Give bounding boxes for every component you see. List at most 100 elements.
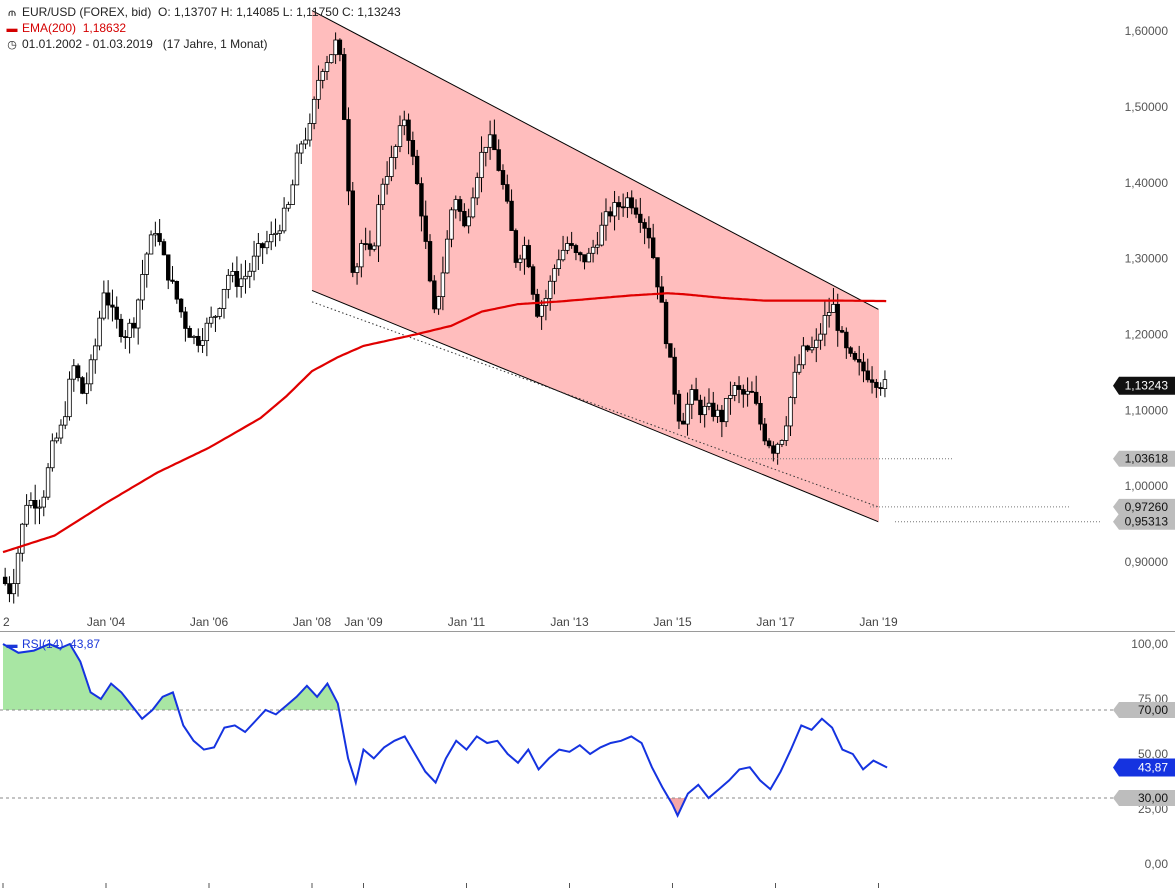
rsi-tick-label: 50,00 [1138,747,1168,761]
candle-body [509,200,514,231]
candle-body [397,125,403,147]
candle-body [869,379,875,383]
candle-body [299,143,304,154]
price-tick-label: 1,30000 [1125,252,1169,266]
candle-body [191,335,197,338]
candle-body [157,233,162,243]
candle-body [2,576,8,585]
instrument-legend: ⫙ EUR/USD (FOREX, bid) O: 1,13707 H: 1,14… [6,5,401,20]
candle-body [573,245,579,254]
candle-body [166,254,171,281]
candle-body [303,139,308,145]
candle-body [50,440,55,469]
candle-body [462,211,467,227]
price-tick-label: 1,40000 [1125,176,1169,190]
candle-body [732,385,737,396]
candle-body [711,402,716,417]
line-marker-icon: ▬ [6,639,18,651]
candle-body [483,146,489,153]
candle-body [642,222,647,229]
candle-body [41,496,46,508]
channel-upper-line [311,10,879,310]
candle-body [414,155,420,185]
candle-body [801,345,806,366]
rsi-label: RSI(14) [22,637,64,651]
clock-icon: ◷ [7,39,17,51]
candle-body [668,343,673,358]
price-tick-label: 1,50000 [1125,100,1169,114]
candle-body [20,523,25,554]
candle-body [753,391,759,404]
candle-body [702,405,707,416]
candle-body [67,378,72,418]
rsi-current-badge [1113,758,1175,777]
candle-body [565,243,570,251]
candle-body [183,311,188,329]
level-badge-label: 0,97260 [1125,500,1169,514]
candle-body [526,245,531,268]
candle-body [200,340,205,346]
candle-body [723,398,729,423]
candle-body [320,71,325,81]
candle-body [590,246,596,254]
candle-body [505,184,510,202]
candle-body [513,230,519,263]
candle-body [796,364,802,373]
time-tick-label: Jan '04 [87,615,126,629]
candle-body [492,134,497,151]
candle-body [393,146,398,158]
price-tick-label: 1,20000 [1125,327,1169,341]
time-tick-label: Jan '08 [293,615,332,629]
candle-body [153,233,158,236]
candle-body [814,339,819,348]
candle-body [264,241,270,249]
rsi-threshold-label: 30,00 [1138,791,1168,805]
price-axis: 0,90000 1,00000 1,10000 1,20000 1,30000 1,400… [1125,24,1169,569]
candle-body [595,244,600,248]
candle-body [427,241,433,282]
line-marker-icon: ▬ [6,23,18,35]
candle-body [608,211,613,217]
candle-body [835,303,840,331]
price-tick-label: 1,00000 [1125,479,1169,493]
level-badge [1113,450,1175,467]
candle-body [260,243,265,249]
candle-body [470,197,476,218]
candle-body [466,216,471,227]
candle-body [736,385,742,390]
price-tick-label: 1,60000 [1125,24,1169,38]
rsi-value: 43,87 [70,637,101,651]
candle-body [444,238,450,274]
candle-body [161,241,167,256]
candle-body [719,409,725,423]
time-tick-label: Jan '15 [653,615,692,629]
candle-body [676,393,682,422]
candle-body [882,379,888,390]
candle-body [423,215,428,242]
candle-body [213,315,218,318]
candle-body [856,358,862,363]
candle-body [354,266,360,273]
candle-body [363,243,368,245]
candle-body [333,39,338,56]
channel-fill [312,10,879,522]
candle-body [844,331,849,349]
candle-body [603,211,609,226]
rsi-tick-label: 100,00 [1131,637,1168,651]
rsi-oversold-fill [668,798,686,816]
candle-body [818,333,823,341]
candle-body [15,552,21,584]
candle-body [217,308,222,317]
candle-body [805,345,810,351]
candle-body [337,39,343,55]
candle-body [406,119,411,141]
rsi-tick-label: 0,00 [1145,857,1169,871]
candle-body [208,316,214,324]
candle-body [530,266,536,295]
candle-body [788,397,793,427]
channel-lower-line [311,289,879,523]
candle-body [663,301,669,345]
candle-body [372,245,377,250]
candle-body [324,62,330,72]
